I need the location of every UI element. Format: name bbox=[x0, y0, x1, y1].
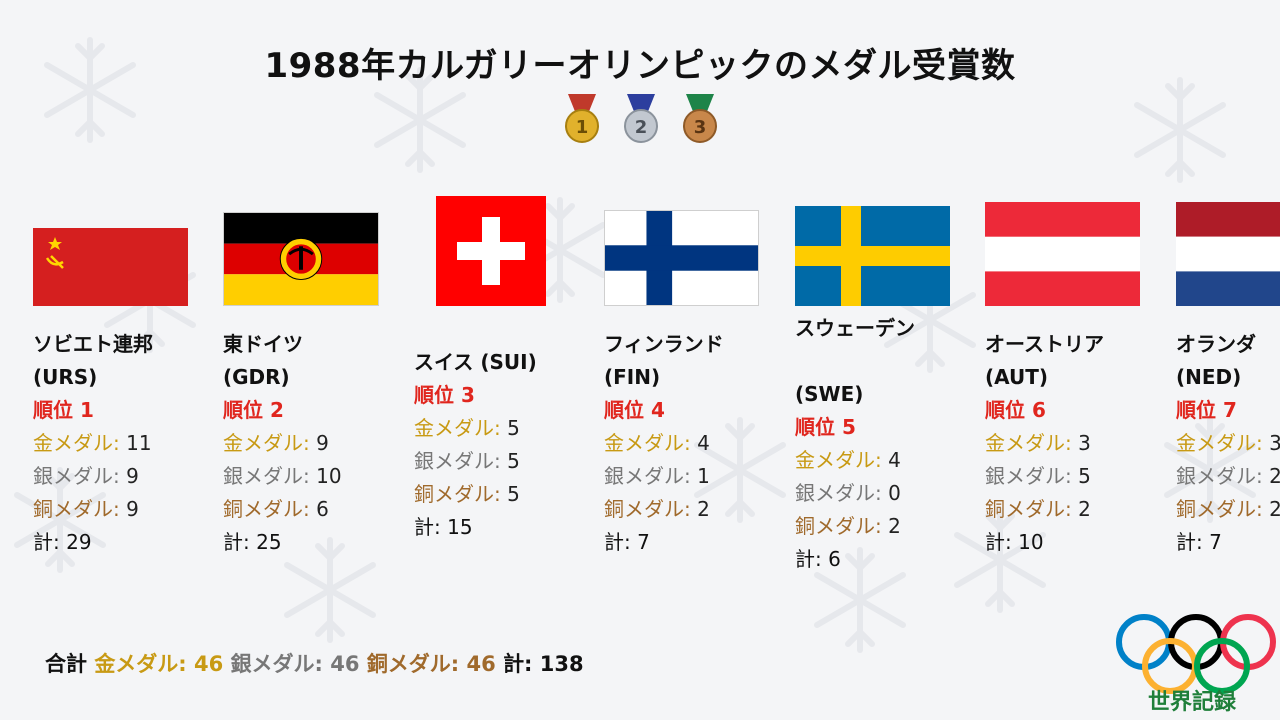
bronze-count: 銅メダル: 9 bbox=[33, 497, 139, 521]
urs-flag-icon bbox=[33, 228, 188, 306]
bronze-count: 銅メダル: 2 bbox=[604, 497, 710, 521]
summary-bronze: 銅メダル: 46 bbox=[366, 652, 496, 676]
country-code: (URS) bbox=[33, 365, 98, 389]
country-rank: 順位 5 bbox=[795, 415, 856, 439]
country-card-sui: スイス (SUI) 順位 3 金メダル: 5 銀メダル: 5 銅メダル: 5 計… bbox=[414, 0, 604, 600]
brand-label: 世界記録 bbox=[1147, 690, 1236, 715]
gold-medal-icon: 1 bbox=[565, 94, 599, 143]
gold-count: 金メダル: 5 bbox=[414, 416, 520, 440]
fin-flag-icon bbox=[604, 210, 759, 306]
gold-count: 金メダル: 4 bbox=[795, 448, 901, 472]
total-count: 計: 7 bbox=[604, 530, 650, 554]
bronze-count: 銅メダル: 2 bbox=[795, 514, 901, 538]
summary-total: 計: 138 bbox=[503, 652, 584, 676]
country-name: フィンランド bbox=[604, 332, 724, 356]
total-count: 計: 15 bbox=[414, 515, 473, 539]
country-rank: 順位 7 bbox=[1176, 398, 1237, 422]
country-name: ソビエト連邦 bbox=[33, 332, 153, 356]
total-count: 計: 7 bbox=[1176, 530, 1222, 554]
silver-count: 銀メダル: 5 bbox=[414, 449, 520, 473]
country-rank: 順位 3 bbox=[414, 383, 475, 407]
olympic-rings-icon bbox=[1116, 614, 1276, 694]
country-code: (FIN) bbox=[604, 365, 661, 389]
gold-count: 金メダル: 3 bbox=[1176, 431, 1280, 455]
summary-gold: 金メダル: 46 bbox=[94, 652, 224, 676]
svg-text:2: 2 bbox=[635, 117, 648, 138]
ned-flag-icon bbox=[1176, 202, 1280, 306]
bronze-count: 銅メダル: 6 bbox=[223, 497, 329, 521]
gold-count: 金メダル: 3 bbox=[985, 431, 1091, 455]
total-count: 計: 25 bbox=[223, 530, 282, 554]
summary-silver: 銀メダル: 46 bbox=[230, 652, 360, 676]
country-rank: 順位 6 bbox=[985, 398, 1046, 422]
gold-count: 金メダル: 4 bbox=[604, 431, 710, 455]
total-count: 計: 6 bbox=[795, 547, 841, 571]
country-card-swe: スウェーデン (SWE) 順位 5 金メダル: 4 銀メダル: 0 銅メダル: … bbox=[795, 0, 985, 600]
medals-icon: 1 2 3 bbox=[565, 94, 717, 143]
page-title: 1988年カルガリーオリンピックのメダル受賞数 bbox=[264, 46, 1016, 86]
silver-count: 銀メダル: 9 bbox=[33, 464, 139, 488]
country-card-ned: オランダ (NED) 順位 7 金メダル: 3 銀メダル: 2 銅メダル: 2 … bbox=[1176, 0, 1280, 600]
silver-count: 銀メダル: 10 bbox=[223, 464, 342, 488]
country-name: 東ドイツ bbox=[223, 332, 303, 356]
country-card-gdr: 東ドイツ (GDR) 順位 2 金メダル: 9 銀メダル: 10 銅メダル: 6… bbox=[223, 0, 413, 600]
gdr-flag-icon bbox=[223, 212, 379, 306]
country-name: スウェーデン bbox=[795, 316, 915, 340]
svg-text:1: 1 bbox=[576, 117, 589, 138]
country-rank: 順位 4 bbox=[604, 398, 665, 422]
country-name: オーストリア bbox=[985, 332, 1104, 356]
bronze-count: 銅メダル: 2 bbox=[985, 497, 1091, 521]
silver-count: 銀メダル: 2 bbox=[1176, 464, 1280, 488]
silver-count: 銀メダル: 0 bbox=[795, 481, 901, 505]
summary-label: 合計 bbox=[45, 652, 87, 676]
country-card-fin: フィンランド (FIN) 順位 4 金メダル: 4 銀メダル: 1 銅メダル: … bbox=[604, 0, 794, 600]
gold-count: 金メダル: 9 bbox=[223, 431, 329, 455]
country-code: (GDR) bbox=[223, 365, 290, 389]
country-code: (NED) bbox=[1176, 365, 1242, 389]
summary-totals: 合計 金メダル: 46 銀メダル: 46 銅メダル: 46 計: 138 bbox=[45, 648, 584, 678]
country-name: スイス (SUI) bbox=[414, 350, 537, 374]
svg-text:3: 3 bbox=[694, 117, 707, 138]
silver-count: 銀メダル: 5 bbox=[985, 464, 1091, 488]
swe-flag-icon bbox=[795, 206, 950, 306]
country-card-aut: オーストリア (AUT) 順位 6 金メダル: 3 銀メダル: 5 銅メダル: … bbox=[985, 0, 1175, 600]
aut-flag-icon bbox=[985, 202, 1140, 306]
silver-count: 銀メダル: 1 bbox=[604, 464, 710, 488]
sui-flag-icon bbox=[436, 196, 546, 306]
bronze-count: 銅メダル: 5 bbox=[414, 482, 520, 506]
total-count: 計: 10 bbox=[985, 530, 1044, 554]
country-rank: 順位 1 bbox=[33, 398, 94, 422]
country-code: (AUT) bbox=[985, 365, 1049, 389]
country-card-urs: ソビエト連邦 (URS) 順位 1 金メダル: 11 銀メダル: 9 銅メダル:… bbox=[33, 0, 223, 600]
bronze-medal-icon: 3 bbox=[683, 94, 717, 143]
country-rank: 順位 2 bbox=[223, 398, 284, 422]
gold-count: 金メダル: 11 bbox=[33, 431, 152, 455]
bronze-count: 銅メダル: 2 bbox=[1176, 497, 1280, 521]
country-name: オランダ bbox=[1176, 332, 1256, 356]
total-count: 計: 29 bbox=[33, 530, 92, 554]
silver-medal-icon: 2 bbox=[624, 94, 658, 143]
country-code: (SWE) bbox=[795, 382, 864, 406]
